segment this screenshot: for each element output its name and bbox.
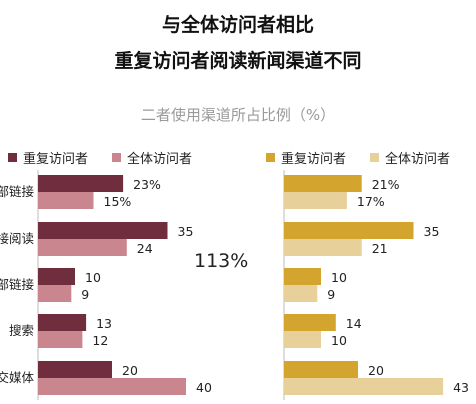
left-data-label: 12 [92,333,108,348]
right-legend-repeat: 重复访问者 [266,148,346,167]
right-bar-repeat [284,175,362,192]
category-label: 外部链接 [0,277,34,292]
chart-title-line1: 与全体访问者相比 [161,14,314,36]
right-bar-all [284,285,318,302]
left-data-label: 20 [122,363,138,378]
right-data-label: 35 [424,224,440,239]
right-data-label: 43 [453,380,469,395]
left-legend-repeat-swatch [8,153,17,162]
left-bar-all [38,239,127,256]
right-legend-repeat-label: 重复访问者 [281,152,347,167]
left-data-label: 10 [85,270,101,285]
right-data-label: 10 [331,333,347,348]
chart-subtitle: 二者使用渠道所占比例（%） [140,106,336,124]
left-bar-repeat [38,268,75,285]
right-bar-repeat [284,222,414,239]
right-bar-all [284,239,362,256]
right-bar-all [284,378,444,395]
right-bar-all [284,192,347,209]
right-legend-all-label: 全体访问者 [385,152,451,167]
right-data-label: 10 [331,270,347,285]
left-data-label: 9 [81,287,89,302]
right-data-label: 20 [368,363,384,378]
left-legend-all-label: 全体访问者 [127,152,193,167]
right-data-label: 21 [372,241,388,256]
left-data-label: 40 [196,380,212,395]
category-label: 搜索 [9,323,34,338]
right-data-label: 9 [327,287,335,302]
right-legend-all-swatch [370,153,380,162]
chart-title-line2: 重复访问者阅读新闻渠道不同 [114,50,362,72]
category-label: 直接阅读 [0,231,34,246]
left-bar-repeat [38,175,124,192]
right-data-label: 21% [372,177,400,192]
category-label: 社交媒体 [0,370,34,385]
left-legend-repeat-label: 重复访问者 [23,152,89,167]
left-data-label: 13 [96,316,112,331]
left-bar-repeat [38,314,87,331]
left-bar-all [38,285,72,302]
left-bar-all [38,331,83,348]
left-data-label: 35 [178,224,194,239]
left-bar-all [38,378,186,395]
right-bar-repeat [284,268,321,285]
right-legend-repeat-swatch [266,153,275,162]
right-legend: 重复访问者 全体访问者 [266,148,474,167]
right-bar-repeat [284,314,336,331]
right-bar-all [284,331,321,348]
right-data-label: 17% [357,194,385,209]
left-bar-all [38,192,94,209]
left-data-label: 23% [133,177,161,192]
left-bar-repeat [38,361,112,378]
category-label: 内部链接 [0,184,34,199]
left-data-label: 15% [104,194,132,209]
left-legend: 重复访问者 全体访问者 [8,148,216,167]
left-legend-all-swatch [112,153,122,162]
left-legend-all: 全体访问者 [112,148,192,167]
left-bar-repeat [38,222,168,239]
left-legend-repeat: 重复访问者 [8,148,88,167]
right-bar-repeat [284,361,358,378]
right-data-label: 14 [346,316,362,331]
right-legend-all: 全体访问者 [370,148,450,167]
center-note: 113% [194,250,249,272]
left-data-label: 24 [137,241,153,256]
